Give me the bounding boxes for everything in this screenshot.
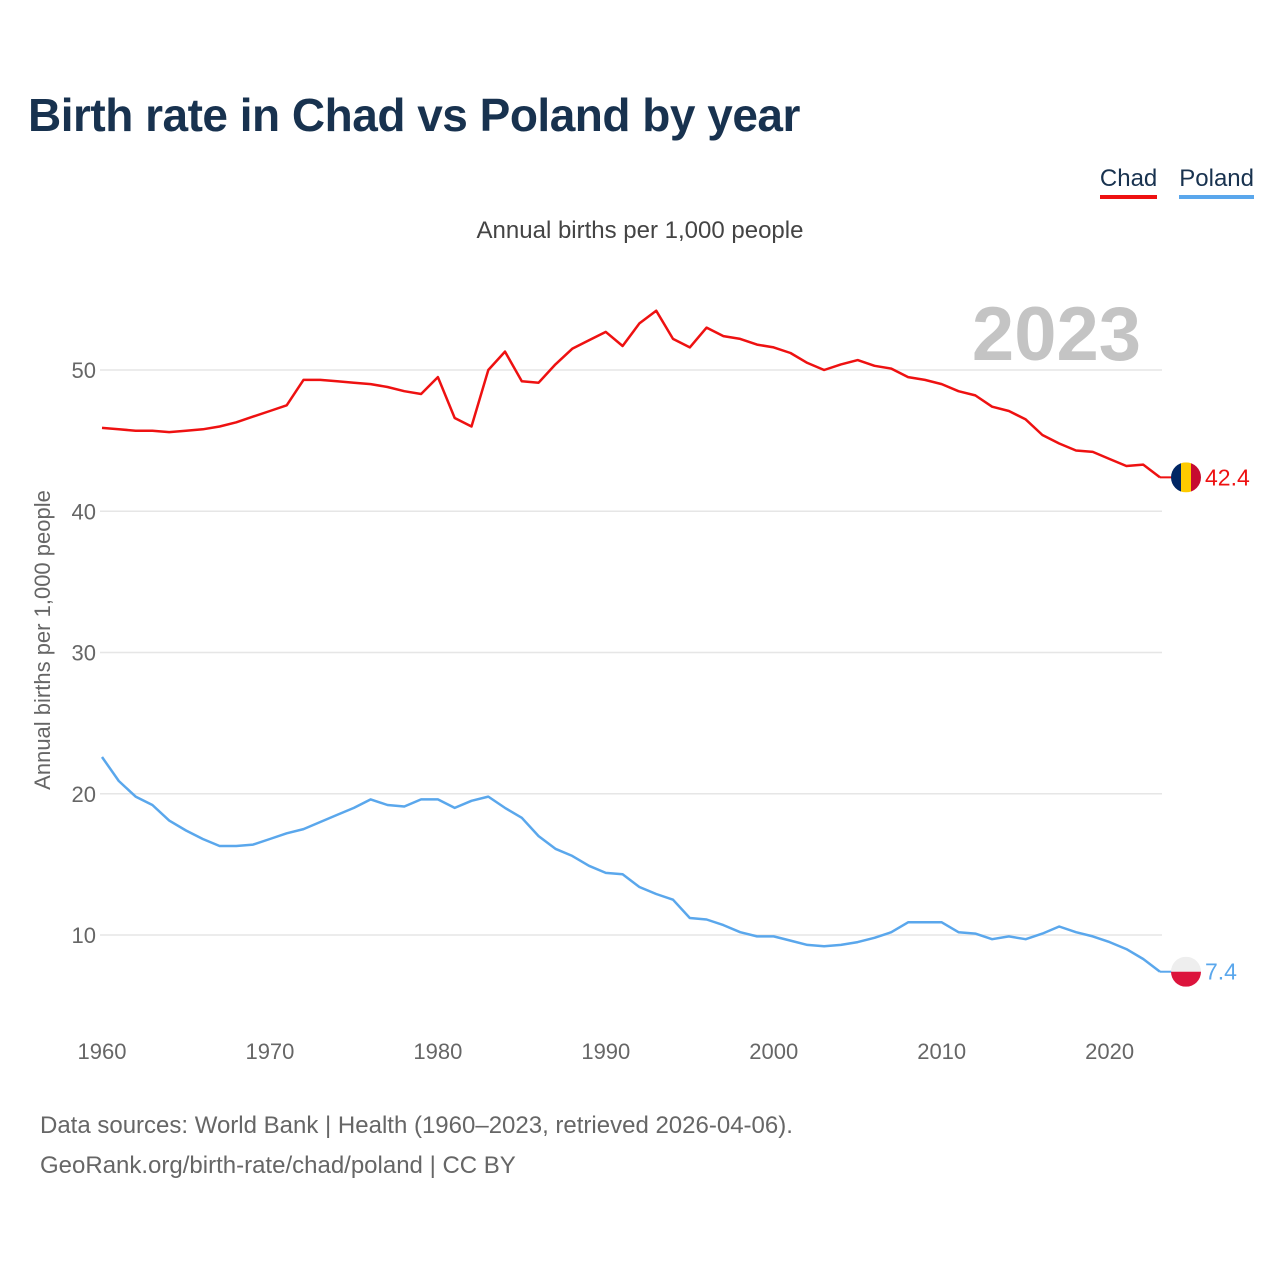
y-tick-label: 10 (72, 923, 96, 948)
x-tick-label: 2000 (749, 1039, 798, 1064)
source-line-2[interactable]: GeoRank.org/birth-rate/chad/poland | CC … (40, 1152, 516, 1179)
legend: Chad Poland (1099, 165, 1254, 199)
chart-subtitle: Annual births per 1,000 people (476, 217, 804, 244)
end-value-label-chad: 42.4 (1205, 464, 1250, 490)
poland-flag-icon (1171, 956, 1201, 987)
data-source-note: Data sources: World Bank | Health (1960–… (40, 1106, 793, 1186)
page-title: Birth rate in Chad vs Poland by year (28, 89, 800, 141)
x-tick-label: 1980 (413, 1039, 462, 1064)
y-tick-label: 40 (72, 499, 96, 524)
legend-item-chad[interactable]: Chad (1099, 165, 1158, 199)
x-tick-label: 1960 (78, 1039, 127, 1064)
x-tick-label: 2020 (1085, 1039, 1134, 1064)
x-axis-ticks: 1960 1970 1980 1990 2000 2010 2020 (78, 1039, 1135, 1064)
x-tick-label: 1970 (245, 1039, 294, 1064)
series-line-chad (101, 309, 1161, 479)
y-tick-label: 20 (72, 782, 96, 807)
source-line-1: Data sources: World Bank | Health (1960–… (40, 1112, 793, 1139)
current-year-watermark: 2023 (972, 292, 1141, 377)
chad-flag-icon (1171, 462, 1201, 493)
legend-item-poland[interactable]: Poland (1179, 165, 1254, 199)
x-tick-label: 2010 (917, 1039, 966, 1064)
x-tick-label: 1990 (581, 1039, 630, 1064)
end-markers: 42.4 7.4 (1160, 462, 1250, 987)
y-axis-label: Annual births per 1,000 people (30, 490, 55, 790)
end-value-label-poland: 7.4 (1205, 959, 1237, 985)
y-tick-label: 30 (72, 641, 96, 666)
series-lines (100, 309, 1161, 973)
y-axis-ticks: 10 20 30 40 50 (72, 358, 96, 948)
gridlines (100, 369, 1162, 936)
series-line-poland (100, 756, 1161, 973)
y-tick-label: 50 (72, 358, 96, 383)
